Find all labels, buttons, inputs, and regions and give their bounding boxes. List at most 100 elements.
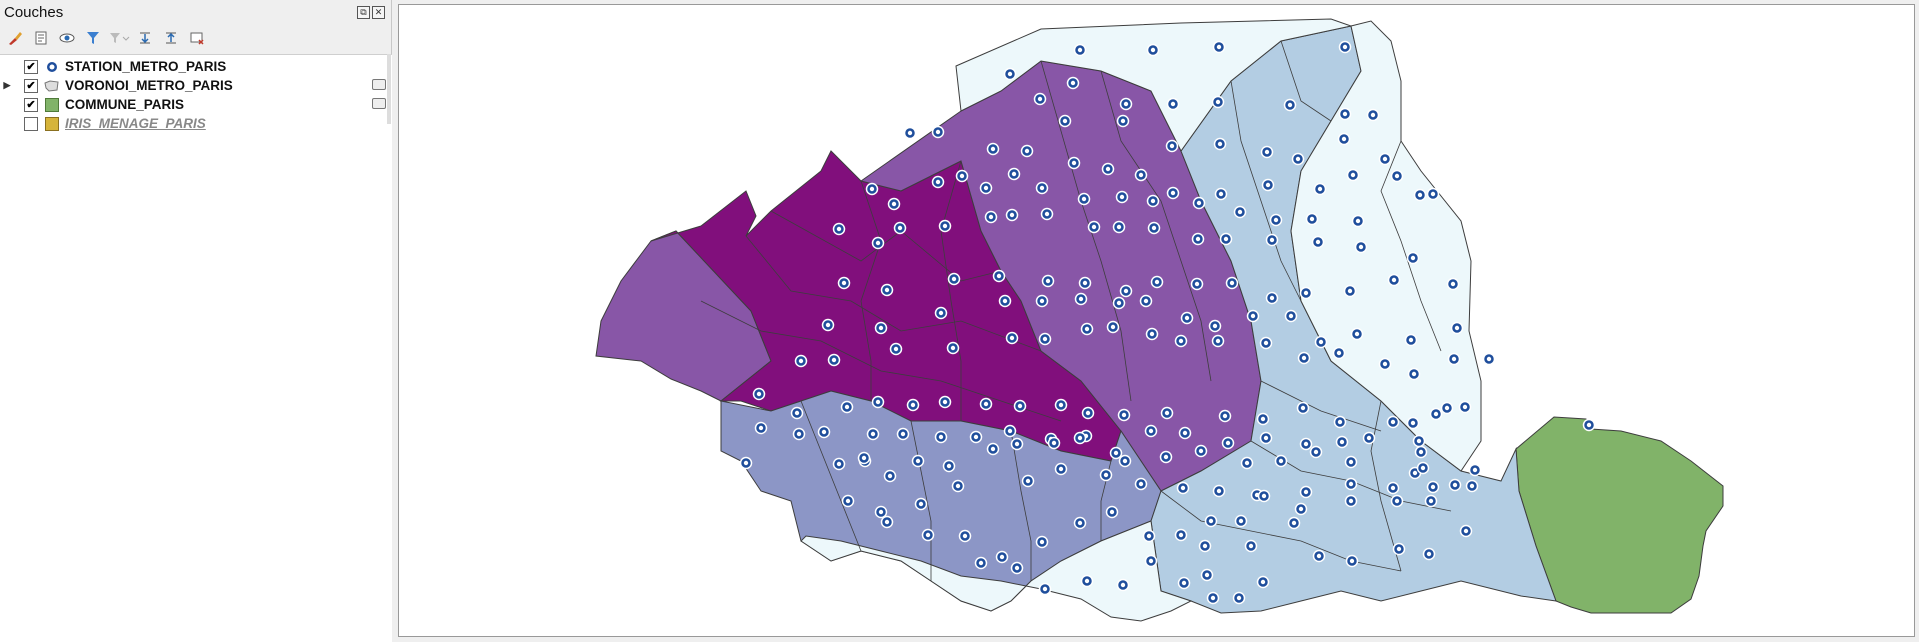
station-marker-center (1014, 565, 1020, 571)
station-marker-center (1303, 441, 1309, 447)
voronoi-cell (955, 18, 1353, 152)
paintbrush-icon[interactable] (4, 28, 26, 48)
station-marker-center (1318, 339, 1324, 345)
station-marker-center (1121, 412, 1127, 418)
station-marker-center (1039, 298, 1045, 304)
station-marker-center (950, 345, 956, 351)
station-marker-center (1355, 218, 1361, 224)
station-marker-center (743, 460, 749, 466)
float-panel-icon[interactable]: ⧉ (357, 6, 370, 19)
station-marker-center (1202, 543, 1208, 549)
station-marker-center (1119, 194, 1125, 200)
station-marker-center (1148, 558, 1154, 564)
station-marker-center (875, 240, 881, 246)
filter-expression-icon[interactable] (108, 28, 130, 48)
commune-polygon (1515, 416, 1724, 614)
scrollbar[interactable] (387, 54, 391, 124)
station-marker-center (1316, 553, 1322, 559)
station-marker-center (1263, 435, 1269, 441)
collapse-all-icon[interactable] (160, 28, 182, 48)
station-marker-center (1058, 402, 1064, 408)
layer-checkbox[interactable]: ✔ (24, 59, 38, 74)
station-marker-center (1084, 326, 1090, 332)
layer-label: VORONOI_METRO_PARIS (65, 78, 233, 93)
station-marker-center (1210, 595, 1216, 601)
station-marker-center (1122, 458, 1128, 464)
panel-window-buttons: ⧉ ✕ (357, 6, 385, 19)
station-marker-center (1148, 428, 1154, 434)
station-marker-center (1025, 478, 1031, 484)
station-marker-center (973, 434, 979, 440)
station-marker-center (1250, 313, 1256, 319)
station-marker-center (1342, 44, 1348, 50)
station-marker-center (887, 473, 893, 479)
station-marker-center (1084, 578, 1090, 584)
station-marker-center (1444, 405, 1450, 411)
station-marker-center (1217, 141, 1223, 147)
station-points (739, 40, 1596, 605)
panel-title: Couches (4, 4, 64, 21)
station-marker-center (1348, 498, 1354, 504)
embedded-widget-icon[interactable] (372, 79, 386, 90)
station-marker-center (996, 273, 1002, 279)
station-marker-center (1138, 481, 1144, 487)
station-marker-center (1298, 506, 1304, 512)
station-marker-center (1143, 298, 1149, 304)
station-marker-center (1149, 331, 1155, 337)
station-marker-center (1315, 239, 1321, 245)
layer-checkbox[interactable]: ✔ (24, 78, 38, 93)
station-marker-center (1347, 288, 1353, 294)
station-marker-center (1394, 498, 1400, 504)
station-marker-center (1303, 489, 1309, 495)
station-marker-center (1120, 582, 1126, 588)
station-marker-center (1007, 71, 1013, 77)
station-marker-center (1194, 281, 1200, 287)
station-marker-center (907, 130, 913, 136)
station-marker-center (1472, 467, 1478, 473)
station-marker-center (1229, 280, 1235, 286)
station-marker-center (1236, 595, 1242, 601)
station-marker-center (875, 399, 881, 405)
layer-item-commune[interactable]: ✔ COMMUNE_PARIS (0, 95, 184, 114)
station-marker-center (1390, 485, 1396, 491)
layer-item-voronoi-metro[interactable]: ▶ ✔ VORONOI_METRO_PARIS (0, 76, 233, 95)
station-marker-center (1223, 236, 1229, 242)
station-marker-center (1433, 411, 1439, 417)
station-marker-center (935, 129, 941, 135)
station-marker-center (1348, 459, 1354, 465)
station-marker-center (861, 455, 867, 461)
station-marker-center (1116, 224, 1122, 230)
remove-layer-icon[interactable] (186, 28, 208, 48)
station-marker-center (978, 560, 984, 566)
station-marker-center (1390, 419, 1396, 425)
station-marker-center (1044, 211, 1050, 217)
station-marker-center (1011, 171, 1017, 177)
station-marker-center (910, 402, 916, 408)
expand-all-icon[interactable] (134, 28, 156, 48)
station-marker-center (1238, 518, 1244, 524)
station-marker-center (845, 498, 851, 504)
layer-item-station-metro[interactable]: ✔ STATION_METRO_PARIS (0, 57, 226, 76)
filter-icon[interactable] (82, 28, 104, 48)
station-marker-center (942, 399, 948, 405)
expand-arrow-icon[interactable]: ▶ (3, 80, 11, 90)
station-marker-center (1113, 450, 1119, 456)
station-marker-center (1109, 509, 1115, 515)
station-marker-center (1264, 149, 1270, 155)
layer-checkbox[interactable] (24, 116, 38, 131)
embedded-widget-icon[interactable] (372, 98, 386, 109)
eye-icon[interactable] (56, 28, 78, 48)
station-marker-center (1225, 440, 1231, 446)
station-marker-center (1164, 410, 1170, 416)
layer-item-iris-menage[interactable]: IRIS_MENAGE_PARIS (0, 114, 206, 133)
map-canvas[interactable] (398, 4, 1915, 637)
station-marker-center (1586, 422, 1592, 428)
station-marker-center (1452, 482, 1458, 488)
close-panel-icon[interactable]: ✕ (372, 6, 385, 19)
station-marker-center (1081, 196, 1087, 202)
add-group-icon[interactable] (30, 28, 52, 48)
layer-checkbox[interactable]: ✔ (24, 97, 38, 112)
station-marker-center (1349, 558, 1355, 564)
polygon-icon (44, 78, 59, 93)
voronoi-map[interactable] (399, 5, 1915, 637)
